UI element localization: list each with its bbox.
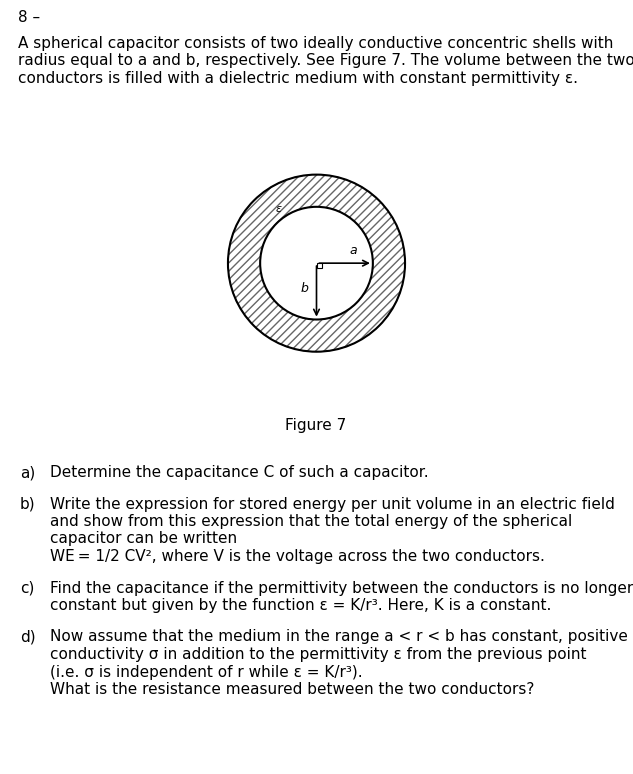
Text: Figure 7: Figure 7	[285, 418, 347, 433]
Text: WE = 1/2 CV², where V is the voltage across the two conductors.: WE = 1/2 CV², where V is the voltage acr…	[50, 549, 545, 564]
Text: b): b)	[20, 496, 35, 512]
Text: Now assume that the medium in the range a < r < b has constant, positive: Now assume that the medium in the range …	[50, 629, 628, 645]
Text: c): c)	[20, 580, 34, 595]
Text: a: a	[349, 244, 357, 256]
Text: Write the expression for stored energy per unit volume in an electric field: Write the expression for stored energy p…	[50, 496, 615, 512]
Text: Determine the capacitance C of such a capacitor.: Determine the capacitance C of such a ca…	[50, 465, 429, 480]
Text: conductivity σ in addition to the permittivity ε from the previous point: conductivity σ in addition to the permit…	[50, 647, 587, 662]
Text: radius equal to ​a​ and ​b​, respectively. See Figure 7. The volume between the : radius equal to ​a​ and ​b​, respectivel…	[18, 53, 633, 69]
Circle shape	[228, 175, 405, 351]
Text: constant but given by the function ε = K/r³. Here, K is a constant.: constant but given by the function ε = K…	[50, 598, 551, 613]
Text: ε: ε	[275, 204, 281, 214]
Circle shape	[260, 207, 373, 320]
Text: 8 –: 8 –	[18, 10, 40, 25]
Text: capacitor can be written: capacitor can be written	[50, 532, 237, 546]
Text: and show from this expression that the total energy of the spherical: and show from this expression that the t…	[50, 514, 572, 529]
Text: d): d)	[20, 629, 35, 645]
Text: a): a)	[20, 465, 35, 480]
Text: Find the capacitance if the permittivity between the conductors is no longer: Find the capacitance if the permittivity…	[50, 580, 633, 595]
Text: (i.e. σ is independent of r while ε = K/r³).: (i.e. σ is independent of r while ε = K/…	[50, 665, 363, 680]
Text: b: b	[301, 282, 308, 295]
Text: A spherical capacitor consists of two ideally conductive concentric shells with: A spherical capacitor consists of two id…	[18, 36, 613, 51]
Text: conductors is filled with a dielectric medium with constant permittivity ε.: conductors is filled with a dielectric m…	[18, 71, 578, 86]
Text: What is the resistance measured between the two conductors?: What is the resistance measured between …	[50, 682, 534, 697]
